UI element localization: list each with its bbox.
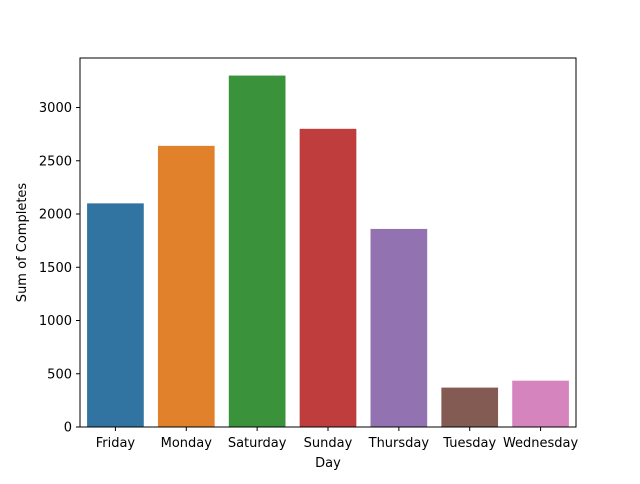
bar-group bbox=[87, 75, 569, 428]
y-tick-label: 1500 bbox=[39, 261, 72, 276]
y-axis-label: Sum of Completes bbox=[15, 183, 30, 303]
bar-saturday bbox=[228, 75, 286, 428]
y-tick-label: 2000 bbox=[39, 208, 72, 223]
y-tick-label: 500 bbox=[47, 367, 72, 382]
bar-wednesday bbox=[512, 380, 569, 427]
x-tick-label: Thursday bbox=[368, 436, 430, 451]
x-tick-label: Friday bbox=[96, 436, 136, 451]
y-axis-ticks: 0 500 1000 1500 2000 2500 3000 bbox=[39, 101, 80, 436]
bar-tuesday bbox=[441, 387, 499, 427]
y-tick-label: 1000 bbox=[39, 314, 72, 329]
y-tick-label: 3000 bbox=[39, 101, 72, 116]
x-tick-label: Saturday bbox=[228, 436, 287, 451]
bar-thursday bbox=[370, 228, 428, 427]
y-tick-label: 0 bbox=[64, 421, 72, 436]
x-axis-ticks: Friday Monday Saturday Sunday Thursday Tuesda… bbox=[96, 427, 579, 451]
x-tick-label: Monday bbox=[161, 436, 213, 451]
bar-monday bbox=[157, 145, 215, 427]
y-tick-label: 2500 bbox=[39, 154, 72, 169]
x-tick-label: Wednesday bbox=[503, 436, 579, 451]
x-tick-label: Tuesday bbox=[442, 436, 496, 451]
x-tick-label: Sunday bbox=[304, 436, 353, 451]
plot-frame bbox=[79, 57, 577, 428]
bar-sunday bbox=[299, 128, 357, 427]
bar-friday bbox=[87, 203, 144, 427]
x-axis-label: Day bbox=[315, 456, 341, 471]
